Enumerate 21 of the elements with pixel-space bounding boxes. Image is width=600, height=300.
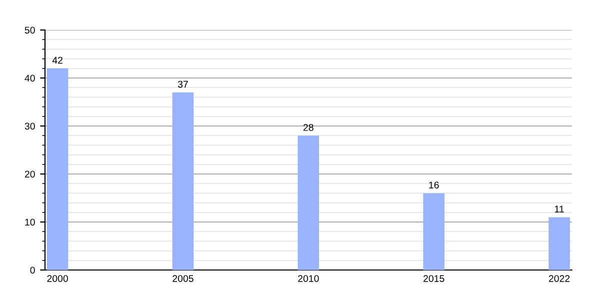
data-label: 16 — [429, 182, 439, 188]
x-tick-label: 2015 — [424, 275, 444, 282]
y-tick-label: 20 — [24, 170, 35, 178]
data-label: 37 — [178, 80, 188, 88]
y-tick-label: 0 — [30, 266, 35, 274]
data-label: 42 — [52, 56, 62, 64]
bar — [46, 68, 68, 270]
y-tick-label: 30 — [24, 122, 35, 130]
x-tick-label: 2005 — [172, 275, 194, 282]
bar — [298, 136, 320, 270]
x-tick-label: 2022 — [548, 275, 570, 282]
y-tick-label: 40 — [24, 74, 35, 82]
y-tick-label: 10 — [25, 218, 35, 226]
y-tick-label: 50 — [24, 26, 35, 34]
x-tick-label: 2000 — [47, 275, 68, 282]
bar — [172, 92, 194, 270]
data-label: 11 — [554, 206, 564, 212]
bar — [548, 217, 570, 270]
bar — [423, 193, 444, 270]
data-label: 28 — [303, 124, 314, 131]
x-tick-label: 2010 — [298, 275, 319, 282]
